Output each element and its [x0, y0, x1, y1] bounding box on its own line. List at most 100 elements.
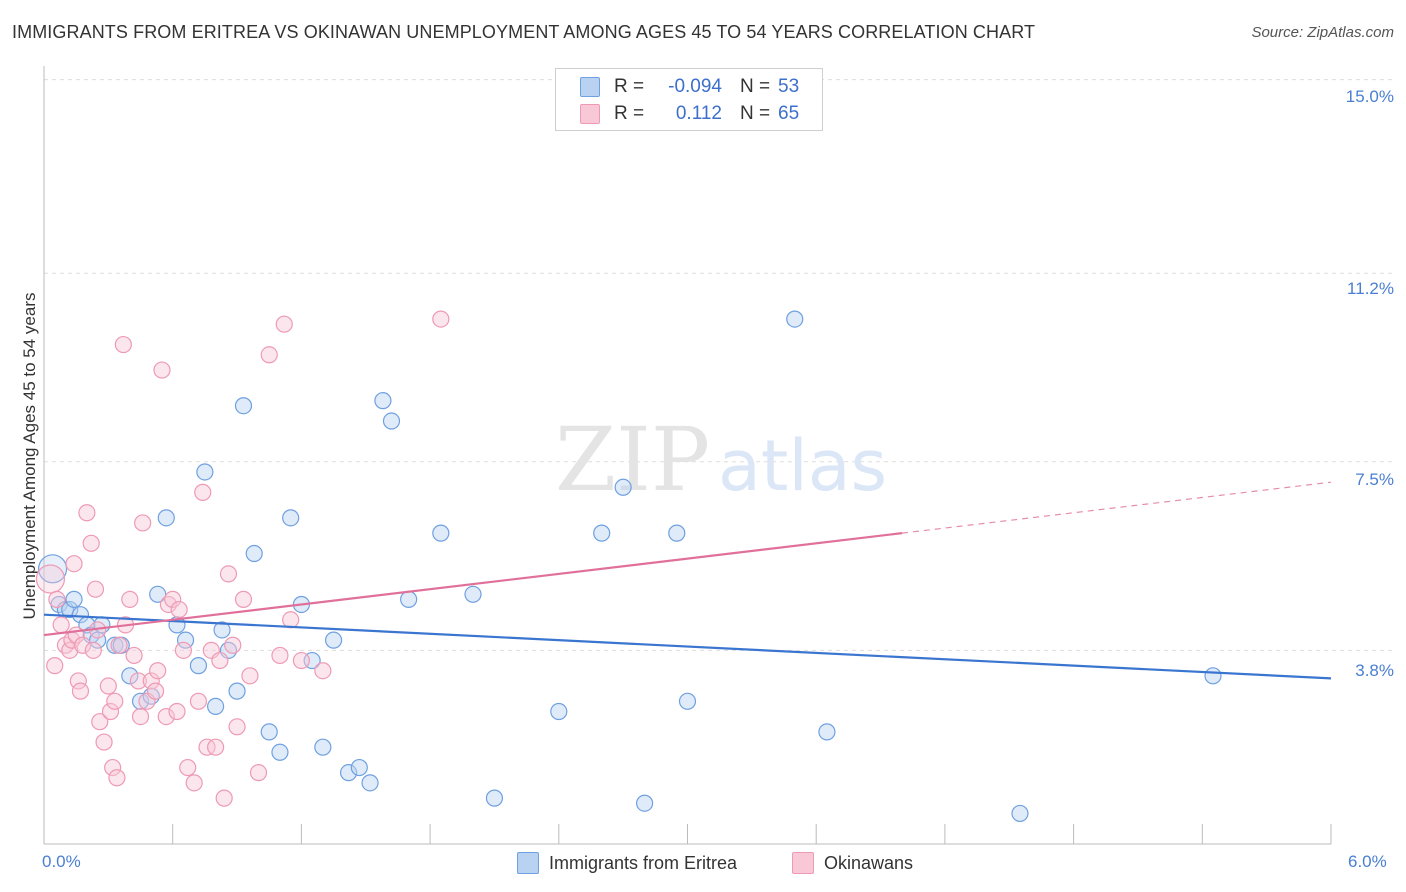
x-tick-label-min: 0.0%: [42, 852, 81, 871]
data-point: [149, 585, 167, 603]
data-point: [134, 514, 152, 532]
data-point: [185, 774, 203, 792]
data-point: [189, 692, 208, 710]
data-point: [786, 310, 804, 328]
data-point: [142, 672, 160, 690]
data-point: [179, 758, 197, 777]
trend-line: [43, 613, 1332, 680]
data-point: [224, 636, 242, 654]
r-label: R =: [614, 103, 645, 124]
data-point: [82, 534, 100, 552]
data-point: [78, 504, 96, 522]
data-point: [101, 702, 120, 721]
data-point: [271, 646, 289, 665]
data-point: [324, 631, 343, 649]
legend-swatch-eritrea: [517, 852, 539, 874]
data-point: [464, 585, 482, 603]
data-point: [234, 590, 253, 608]
legend-item-eritrea: Immigrants from Eritrea: [517, 852, 737, 874]
data-point: [400, 590, 418, 608]
data-point: [215, 789, 233, 807]
data-point: [275, 315, 293, 333]
data-point: [174, 641, 193, 659]
data-point: [213, 621, 231, 639]
data-point: [125, 646, 143, 665]
data-point: [678, 692, 697, 710]
data-point: [361, 774, 379, 792]
series-okinawans-points: [35, 310, 450, 807]
data-point: [292, 651, 310, 670]
data-point: [157, 509, 175, 527]
data-point: [176, 631, 195, 649]
legend-item-okinawans: Okinawans: [792, 852, 913, 874]
data-point: [234, 397, 253, 415]
n-label: N =: [740, 103, 771, 124]
data-point: [314, 738, 332, 756]
data-point: [99, 677, 117, 695]
y-tick-label-11-2: 11.2%: [1347, 279, 1394, 298]
data-point: [485, 789, 504, 807]
data-point: [614, 478, 632, 496]
data-point: [104, 758, 122, 777]
r-label: R =: [614, 76, 645, 97]
grid-lines: [44, 79, 1392, 651]
data-point: [196, 463, 214, 481]
data-point: [164, 590, 182, 608]
data-point: [168, 702, 186, 721]
y-tick-label-15-0: 15.0%: [1345, 87, 1394, 106]
data-point: [46, 657, 64, 675]
stats-legend-row-okinawans: R = 0.112 N = 65: [580, 102, 799, 126]
data-point: [61, 600, 79, 619]
data-point: [245, 544, 263, 563]
r-value: 0.112: [675, 103, 722, 124]
data-point: [48, 590, 66, 608]
eritrea-swatch: [580, 77, 600, 97]
data-point: [194, 483, 212, 501]
data-point: [382, 412, 401, 430]
data-point: [249, 764, 268, 782]
data-point: [228, 718, 246, 736]
okinawans-swatch: [580, 104, 600, 124]
data-point: [350, 758, 368, 777]
data-point: [207, 738, 225, 756]
data-point: [129, 672, 147, 690]
n-label: N =: [740, 76, 771, 97]
data-point: [149, 662, 167, 680]
data-point: [432, 524, 450, 542]
data-point: [146, 682, 165, 700]
data-point: [52, 616, 70, 634]
r-value: -0.094: [668, 76, 722, 97]
legend-swatch-okinawans: [792, 852, 814, 874]
data-point: [114, 335, 132, 354]
data-point: [282, 611, 300, 629]
data-point: [260, 723, 278, 741]
stats-legend-row-eritrea: R = -0.094 N = 53: [580, 75, 799, 99]
n-value: 65: [778, 103, 800, 124]
data-point: [131, 707, 150, 726]
data-point: [84, 641, 102, 659]
data-point: [110, 636, 128, 654]
data-point: [241, 667, 259, 685]
data-point: [131, 692, 150, 710]
data-point: [106, 692, 124, 710]
data-point: [86, 580, 105, 598]
data-point: [170, 600, 188, 619]
data-point: [37, 554, 68, 584]
data-point: [108, 769, 126, 787]
data-point: [121, 667, 139, 685]
data-point: [219, 565, 238, 583]
data-point: [1204, 667, 1222, 685]
watermark-zip: ZIP: [555, 408, 710, 511]
axes: [43, 66, 1332, 845]
x-tick-label-max: 6.0%: [1348, 852, 1387, 871]
chart-title: IMMIGRANTS FROM ERITREA VS OKINAWAN UNEM…: [12, 22, 1036, 42]
data-point: [818, 723, 836, 741]
data-point: [211, 651, 229, 670]
watermark-atlas: atlas: [718, 425, 887, 507]
data-point: [95, 733, 113, 751]
y-tick-label-3-8: 3.8%: [1355, 661, 1394, 680]
data-point: [1011, 804, 1029, 823]
chart-source: Source: ZipAtlas.com: [1251, 24, 1394, 41]
data-point: [65, 590, 83, 608]
data-point: [153, 361, 171, 379]
